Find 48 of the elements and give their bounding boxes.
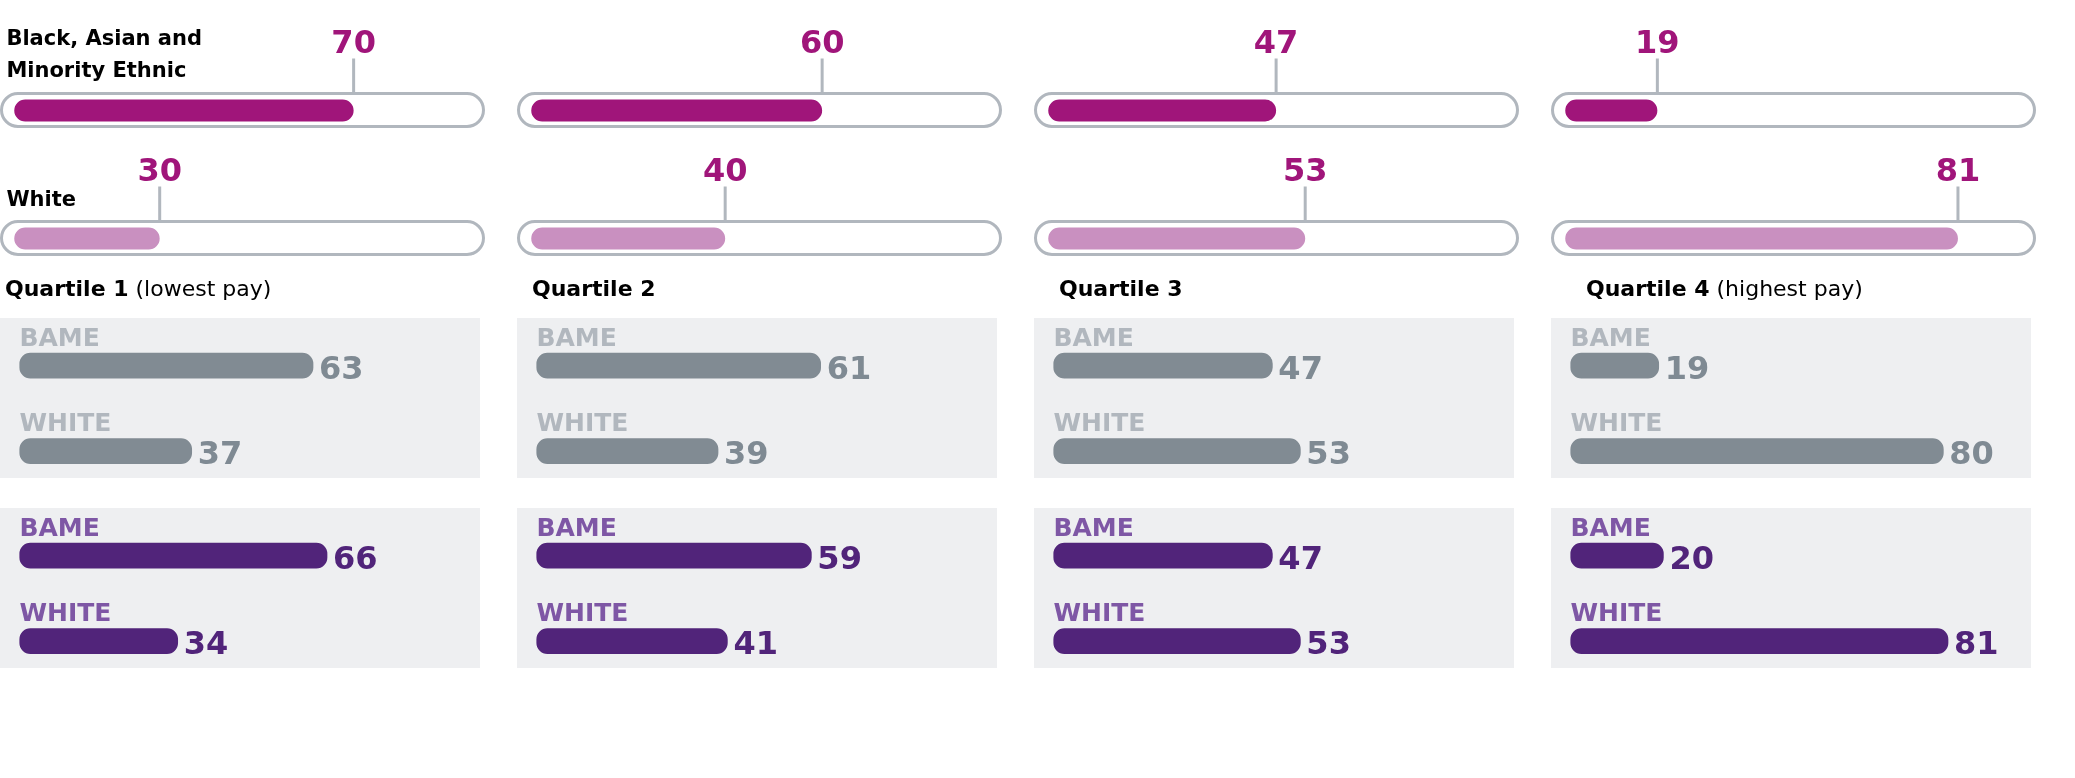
y-tick-label: WHITE: [1570, 408, 1663, 438]
data-label: 30: [137, 150, 182, 189]
y-tick-label: BAME: [1053, 322, 1134, 352]
y-tick-label: BAME: [536, 322, 617, 352]
y-tick-label: BAME: [19, 322, 100, 352]
y-tick-label: WHITE: [1053, 598, 1146, 628]
y-tick-label: WHITE: [19, 598, 112, 628]
data-label: 61: [826, 348, 872, 387]
y-tick-label: BAME: [1570, 512, 1651, 542]
data-label: 70: [331, 22, 376, 61]
data-label: 39: [724, 434, 769, 473]
chart-subtitle: (highest pay): [1716, 276, 1863, 301]
data-label: 60: [799, 22, 845, 61]
y-tick-label: BAME: [1053, 512, 1134, 542]
y-tick-label: BAME: [536, 512, 617, 542]
chart-title: Quartile 3: [1059, 276, 1183, 301]
chart-subtitle: (lowest pay): [135, 276, 272, 301]
y-tick-label: WHITE: [19, 408, 112, 438]
data-label: 66: [333, 538, 378, 577]
data-label: 80: [1949, 434, 1994, 473]
chart-title: Quartile 4: [1586, 276, 1710, 301]
data-label: 59: [817, 538, 862, 577]
data-label: 81: [1935, 150, 1981, 189]
data-label: 41: [733, 624, 778, 663]
data-label: 19: [1635, 22, 1680, 61]
y-tick-label: Black, Asian and Minority Ethnic: [6, 26, 203, 83]
data-label: 20: [1669, 538, 1714, 577]
data-label: 47: [1278, 538, 1323, 577]
data-label: 40: [702, 150, 748, 189]
data-label: 47: [1278, 348, 1323, 387]
data-label: 53: [1282, 150, 1328, 189]
y-tick-label: WHITE: [1053, 408, 1146, 438]
data-label: 34: [183, 624, 229, 663]
y-tick-label: WHITE: [536, 408, 629, 438]
data-label: 53: [1306, 624, 1351, 663]
chart-title: Quartile 1: [5, 276, 129, 301]
y-tick-label: WHITE: [536, 598, 629, 628]
chart-title: Quartile 2: [532, 276, 656, 301]
data-label: 37: [197, 434, 243, 473]
data-label: 81: [1954, 624, 1999, 663]
data-label: 53: [1306, 434, 1351, 473]
y-tick-label: BAME: [1570, 322, 1651, 352]
data-label: 19: [1664, 348, 1710, 387]
y-tick-label: WHITE: [1570, 598, 1663, 628]
y-tick-label: White: [6, 186, 76, 211]
data-label: 63: [319, 348, 364, 387]
y-tick-label: BAME: [19, 512, 100, 542]
data-label: 47: [1253, 22, 1299, 61]
